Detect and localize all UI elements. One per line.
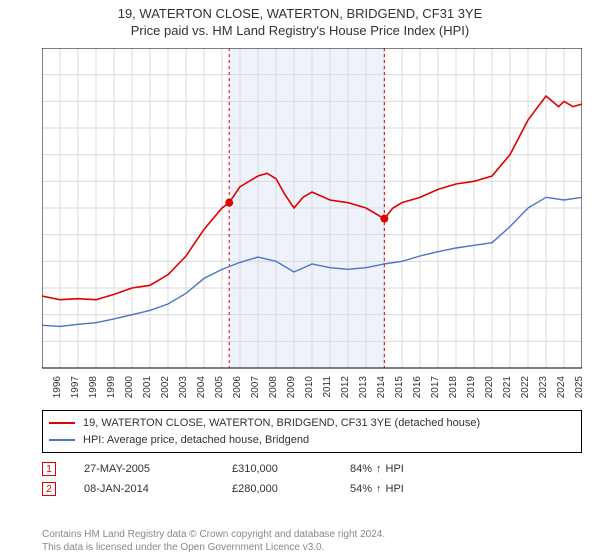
- svg-text:1998: 1998: [88, 376, 99, 398]
- sale-date-1: 27-MAY-2005: [84, 463, 204, 475]
- svg-text:1999: 1999: [106, 376, 117, 398]
- svg-text:2011: 2011: [322, 376, 333, 398]
- svg-text:2003: 2003: [178, 376, 189, 398]
- svg-text:2000: 2000: [124, 376, 135, 398]
- footer: Contains HM Land Registry data © Crown c…: [42, 528, 582, 554]
- legend-label-property: 19, WATERTON CLOSE, WATERTON, BRIDGEND, …: [83, 415, 480, 432]
- svg-text:2013: 2013: [358, 376, 369, 398]
- up-arrow-icon: ↑: [376, 483, 382, 495]
- svg-text:2001: 2001: [142, 376, 153, 398]
- sale-price-1: £310,000: [232, 463, 322, 475]
- sales-table: 1 27-MAY-2005 £310,000 84% ↑ HPI 2 08-JA…: [42, 456, 582, 496]
- legend-item-hpi: HPI: Average price, detached house, Brid…: [49, 432, 575, 449]
- sale-hpi-2: 54% ↑ HPI: [350, 483, 404, 495]
- svg-text:2024: 2024: [556, 376, 567, 398]
- legend-item-property: 19, WATERTON CLOSE, WATERTON, BRIDGEND, …: [49, 415, 575, 432]
- svg-text:2004: 2004: [196, 376, 207, 398]
- sale-marker-1: 1: [42, 462, 56, 476]
- chart: £0£50K£100K£150K£200K£250K£300K£350K£400…: [42, 48, 582, 398]
- svg-text:2002: 2002: [160, 376, 171, 398]
- svg-text:1997: 1997: [70, 376, 81, 398]
- footer-line2: This data is licensed under the Open Gov…: [42, 541, 582, 554]
- svg-text:2020: 2020: [484, 376, 495, 398]
- svg-text:2021: 2021: [502, 376, 513, 398]
- chart-title-subtitle: Price paid vs. HM Land Registry's House …: [0, 23, 600, 38]
- svg-text:2006: 2006: [232, 376, 243, 398]
- svg-text:2022: 2022: [520, 376, 531, 398]
- footer-line1: Contains HM Land Registry data © Crown c…: [42, 528, 582, 541]
- sale-date-2: 08-JAN-2014: [84, 483, 204, 495]
- legend-swatch-property: [49, 422, 75, 424]
- legend-swatch-hpi: [49, 439, 75, 441]
- svg-text:2025: 2025: [574, 376, 582, 398]
- title-block: 19, WATERTON CLOSE, WATERTON, BRIDGEND, …: [0, 0, 600, 38]
- sale-row-2: 2 08-JAN-2014 £280,000 54% ↑ HPI: [42, 482, 582, 496]
- svg-text:2015: 2015: [394, 376, 405, 398]
- chart-svg: £0£50K£100K£150K£200K£250K£300K£350K£400…: [42, 48, 582, 398]
- svg-text:2019: 2019: [466, 376, 477, 398]
- svg-text:2007: 2007: [250, 376, 261, 398]
- page: 19, WATERTON CLOSE, WATERTON, BRIDGEND, …: [0, 0, 600, 560]
- sale-row-1: 1 27-MAY-2005 £310,000 84% ↑ HPI: [42, 462, 582, 476]
- svg-text:2010: 2010: [304, 376, 315, 398]
- svg-text:1995: 1995: [42, 376, 45, 398]
- svg-text:2016: 2016: [412, 376, 423, 398]
- svg-text:2017: 2017: [430, 376, 441, 398]
- svg-text:2008: 2008: [268, 376, 279, 398]
- chart-title-address: 19, WATERTON CLOSE, WATERTON, BRIDGEND, …: [0, 6, 600, 21]
- svg-text:2018: 2018: [448, 376, 459, 398]
- svg-text:2009: 2009: [286, 376, 297, 398]
- sale-price-2: £280,000: [232, 483, 322, 495]
- sale-hpi-1: 84% ↑ HPI: [350, 463, 404, 475]
- svg-text:2014: 2014: [376, 376, 387, 398]
- legend-label-hpi: HPI: Average price, detached house, Brid…: [83, 432, 309, 449]
- svg-text:2012: 2012: [340, 376, 351, 398]
- legend: 19, WATERTON CLOSE, WATERTON, BRIDGEND, …: [42, 410, 582, 453]
- svg-text:2023: 2023: [538, 376, 549, 398]
- svg-text:2005: 2005: [214, 376, 225, 398]
- svg-text:1996: 1996: [52, 376, 63, 398]
- sale-marker-2: 2: [42, 482, 56, 496]
- up-arrow-icon: ↑: [376, 463, 382, 475]
